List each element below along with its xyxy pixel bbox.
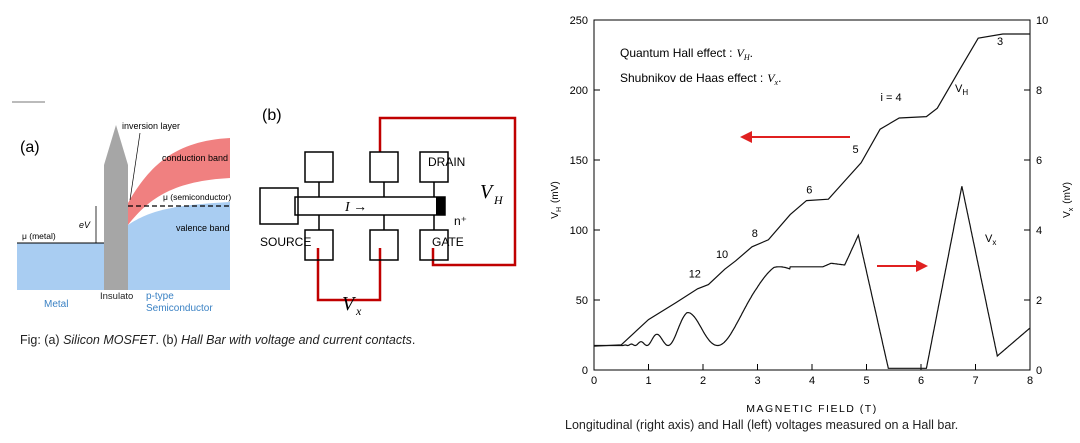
- conduction-band-label: conduction band: [162, 153, 228, 163]
- x-tick-label: 0: [591, 375, 597, 387]
- plateau-label: 8: [752, 228, 758, 240]
- contact-top-1: [304, 151, 334, 183]
- vx-arrowhead: [916, 260, 928, 272]
- voltage-wires: [316, 116, 517, 302]
- plateau-label: 3: [997, 36, 1003, 48]
- y-left-tick-label: 150: [570, 155, 588, 167]
- insulator-label: Insulato: [100, 291, 133, 302]
- y-right-tick-label: 4: [1036, 225, 1042, 237]
- y-left-tick-label: 200: [570, 85, 588, 97]
- vh-curve-label: VH: [955, 83, 968, 97]
- panel-label-a: (a): [20, 139, 40, 156]
- right-axis-ticks: 0 2 4 6 8 10: [1024, 15, 1048, 377]
- panel-label-b: (b): [262, 107, 282, 124]
- valence-band-label: valence band: [176, 223, 230, 233]
- hall-bar-body: [259, 151, 449, 261]
- ptype-label: p-type: [146, 291, 174, 302]
- y-right-tick-label: 0: [1036, 365, 1042, 377]
- x-tick-label: 7: [972, 375, 978, 387]
- n-plus-label: n⁺: [454, 214, 467, 228]
- hall-bar-diagram: (b) I → DRAIN SOURCE GATE n⁺ V H V x: [259, 107, 517, 315]
- vx-curve-label: Vx: [985, 233, 996, 247]
- vx-label: V: [342, 293, 357, 315]
- inversion-layer-label: inversion layer: [122, 121, 180, 131]
- right-axis-title: Vx(mV): [1062, 182, 1075, 218]
- source-pad: [259, 187, 299, 225]
- x-tick-label: 8: [1027, 375, 1033, 387]
- x-tick-label: 1: [645, 375, 651, 387]
- vh-label: V: [480, 181, 495, 203]
- inversion-layer-pointer: [129, 132, 141, 201]
- x-tick-label: 4: [809, 375, 815, 387]
- right-figure-caption: Longitudinal (right axis) and Hall (left…: [565, 418, 959, 432]
- caption-prefix: Fig: (a): [20, 333, 64, 347]
- semiconductor-label: Semiconductor: [146, 303, 213, 314]
- legend-shubnikov: Shubnikov de Haas effect : Vx.: [620, 71, 781, 87]
- source-label: SOURCE: [260, 235, 311, 249]
- x-axis-title: MAGNETIC FIELD (T): [746, 403, 877, 415]
- vx-curve: [594, 186, 1031, 369]
- y-right-tick-label: 2: [1036, 295, 1042, 307]
- y-left-tick-label: 250: [570, 15, 588, 27]
- y-left-tick-label: 50: [576, 295, 588, 307]
- mu-semiconductor-label: μ (semiconductor): [163, 192, 231, 202]
- conduction-band-region: [128, 138, 230, 225]
- mosfet-band-diagram: (a) eV inversion layer conduction band μ…: [12, 101, 231, 314]
- legend-quantum-hall: Quantum Hall effect : VH.: [620, 46, 753, 62]
- x-tick-label: 2: [700, 375, 706, 387]
- contact-bottom-2: [369, 229, 399, 261]
- current-label: I →: [344, 200, 367, 215]
- n-plus-region: [436, 197, 445, 215]
- y-left-tick-label: 0: [582, 365, 588, 377]
- contact-top-2: [369, 151, 399, 183]
- left-axis-title: VH(mV): [550, 181, 563, 218]
- y-right-tick-label: 8: [1036, 85, 1042, 97]
- plateau-label: 10: [716, 249, 728, 261]
- left-figure-caption: Fig: (a) Silicon MOSFET. (b) Hall Bar wi…: [20, 333, 415, 347]
- mu-metal-label: μ (metal): [22, 231, 56, 241]
- channel: [294, 196, 446, 216]
- x-axis-ticks: 0 1 2 3 4 5 6 7 8: [591, 364, 1033, 387]
- plateau-label: 5: [853, 144, 859, 156]
- x-tick-label: 3: [754, 375, 760, 387]
- y-right-tick-label: 10: [1036, 15, 1048, 27]
- plateau-annotations: 3 i = 4 5 6 8 10 12: [689, 36, 1003, 280]
- y-right-tick-label: 6: [1036, 155, 1042, 167]
- vh-wire: [378, 116, 517, 267]
- drain-label: DRAIN: [428, 155, 465, 169]
- insulator-region: [104, 125, 128, 290]
- vh-curve: [593, 33, 1030, 347]
- x-tick-label: 6: [918, 375, 924, 387]
- caption-middle: . (b): [155, 333, 182, 347]
- valence-band-region: [128, 202, 230, 290]
- y-left-tick-label: 100: [570, 225, 588, 237]
- caption-suffix: .: [411, 333, 416, 347]
- vh-arrowhead: [740, 131, 752, 143]
- vh-subscript: H: [493, 193, 504, 207]
- metal-label: Metal: [44, 299, 68, 310]
- left-axis-ticks: 0 50 100 150 200 250: [570, 15, 600, 377]
- plateau-label: 6: [806, 185, 812, 197]
- ev-label: eV: [79, 220, 91, 230]
- plateau-label: 12: [689, 269, 701, 281]
- caption-b-text: Hall Bar with voltage and current contac…: [181, 333, 412, 347]
- plateau-label: i = 4: [880, 92, 901, 104]
- metal-region: [17, 243, 107, 290]
- vx-wire: [316, 248, 382, 302]
- vx-subscript: x: [355, 304, 362, 315]
- x-tick-label: 5: [863, 375, 869, 387]
- caption-a-text: Silicon MOSFET: [63, 333, 156, 347]
- gate-label: GATE: [432, 235, 464, 249]
